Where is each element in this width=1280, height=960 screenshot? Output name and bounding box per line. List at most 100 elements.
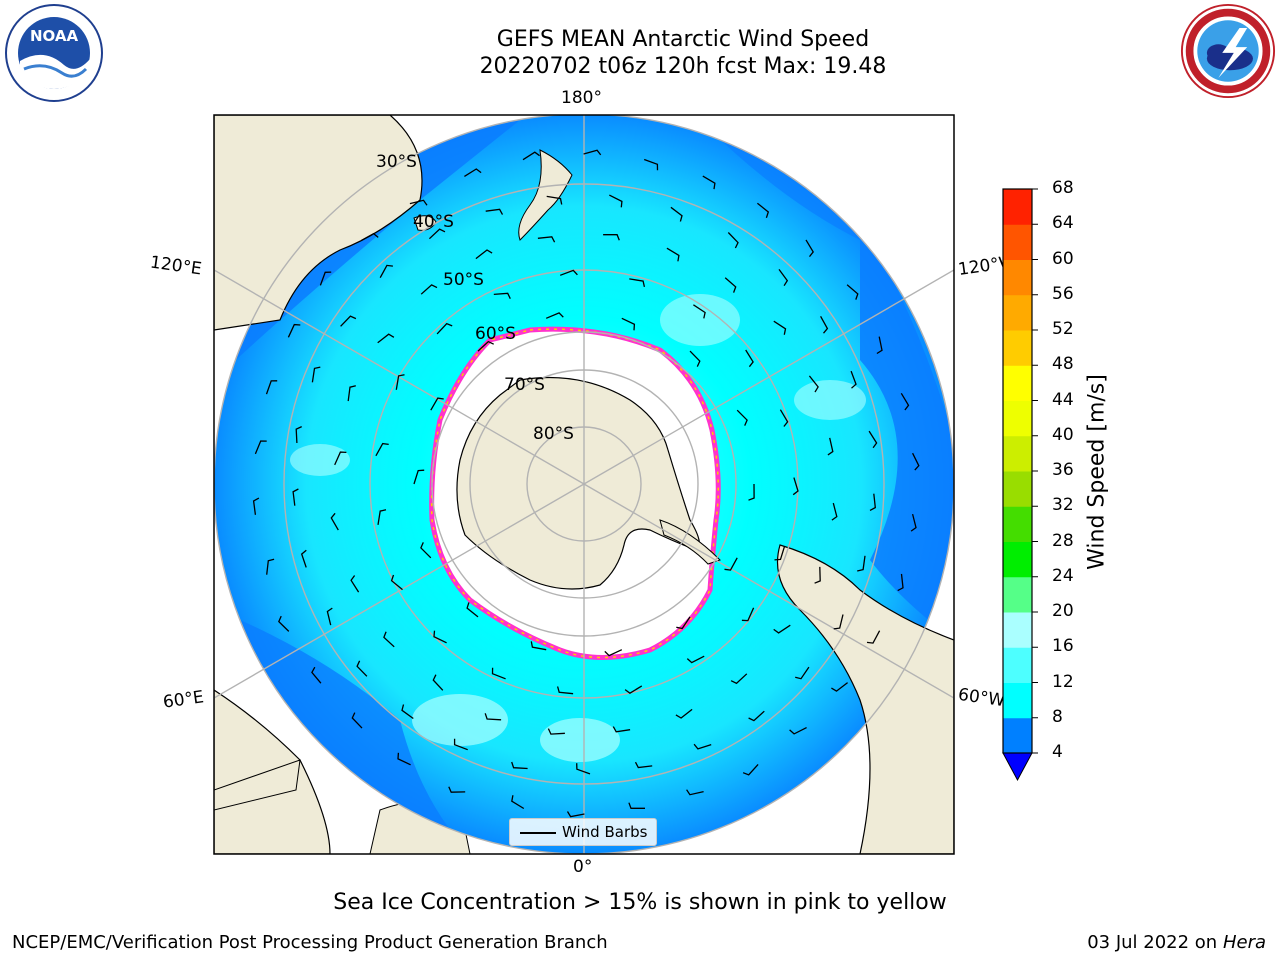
- colorbar: [1002, 188, 1038, 782]
- wind-barb: [827, 437, 834, 456]
- graticule: [214, 115, 954, 854]
- colorbar-cell: [1003, 541, 1032, 578]
- wind-barb: [612, 726, 631, 733]
- wind-barb: [603, 234, 620, 241]
- antarctica-land: [456, 376, 700, 590]
- noaa-logo-text: NOAA: [30, 27, 79, 45]
- wind-barb: [621, 317, 636, 331]
- wind-barb: [675, 708, 693, 719]
- wind-barb: [670, 206, 683, 222]
- legend-label: Wind Barbs: [562, 823, 648, 841]
- wind-barb: [609, 194, 623, 208]
- wind-barb: [300, 549, 307, 568]
- credit-date-text: 03 Jul 2022 on: [1087, 932, 1223, 953]
- wind-barb: [702, 175, 716, 190]
- wind-barb: [756, 202, 770, 219]
- colorbar-tick-label: 16: [1052, 636, 1074, 657]
- wind-barb: [522, 151, 540, 161]
- credit-host: Hera: [1222, 932, 1266, 953]
- nws-logo-icon: [1180, 3, 1276, 99]
- wind-barb: [546, 195, 563, 205]
- wind-barb: [666, 247, 680, 262]
- wind-barb: [485, 208, 504, 215]
- wind-barb: [401, 704, 414, 720]
- wind-barb: [643, 158, 659, 171]
- wind-barb: [430, 397, 444, 411]
- wind-barb: [583, 149, 602, 156]
- wind-barb: [356, 660, 368, 677]
- colorbar-tick-label: 24: [1052, 565, 1074, 586]
- colorbar-cell: [1003, 717, 1032, 754]
- lat-label-30s: 30°S: [376, 152, 417, 172]
- wind-barb: [686, 789, 704, 796]
- colorbar-cell: [1003, 435, 1032, 472]
- wind-barb: [857, 555, 866, 572]
- colorbar-tick-label: 8: [1052, 706, 1063, 727]
- wind-barb: [311, 366, 321, 383]
- credit-date: 03 Jul 2022 on Hera: [1087, 932, 1266, 953]
- colorbar-cell: [1003, 294, 1032, 331]
- wind-barb: [676, 616, 691, 630]
- colorbar-cell: [1003, 506, 1032, 542]
- wind-barb: [629, 278, 646, 288]
- wind-barb: [792, 477, 799, 496]
- wind-barb: [789, 727, 807, 735]
- colorbar-tick-label: 60: [1052, 248, 1074, 269]
- wind-barb: [774, 545, 786, 561]
- colorbar-cell: [1003, 647, 1032, 683]
- wind-barb: [742, 763, 759, 776]
- lon-label-0: 0°: [573, 857, 593, 877]
- wind-barb: [634, 761, 653, 769]
- wind-barb: [820, 315, 829, 334]
- noaa-logo-icon: NOAA: [5, 4, 103, 102]
- sea-ice-footnote: Sea Ice Concentration > 15% is shown in …: [333, 890, 947, 915]
- colorbar-cell: [1003, 189, 1032, 225]
- colorbar-cell: [1003, 576, 1032, 613]
- wind-barb: [808, 375, 819, 393]
- wind-barb: [383, 631, 395, 648]
- wind-barb: [265, 380, 278, 395]
- colorbar-tick-label: 64: [1052, 213, 1074, 234]
- wind-barb: [464, 168, 482, 177]
- wind-barb: [745, 349, 754, 368]
- wind-barb: [876, 336, 883, 355]
- colorbar-tick-label: 4: [1052, 742, 1063, 762]
- wind-barb: [831, 682, 848, 692]
- wind-barb: [395, 374, 405, 390]
- wind-barb: [409, 199, 428, 206]
- wind-barb: [375, 442, 389, 457]
- lat-label-60s: 60°S: [475, 324, 516, 344]
- colorbar-tick-label: 68: [1052, 178, 1074, 198]
- wind-barb: [566, 811, 585, 818]
- colorbar-cell: [1003, 471, 1032, 507]
- wind-barb: [727, 232, 739, 249]
- colorbar-tick-label: 32: [1052, 495, 1074, 516]
- wind-barb: [397, 752, 411, 766]
- wind-barb: [795, 666, 810, 680]
- wind-barb: [545, 312, 564, 319]
- meridian-60e-120w: [214, 269, 954, 699]
- wind-barb: [576, 763, 591, 775]
- wind-barb: [897, 573, 904, 592]
- wind-barb: [254, 440, 267, 455]
- wind-barb: [295, 426, 302, 444]
- colorbar-cell: [1003, 259, 1032, 296]
- wind-barb: [724, 557, 738, 571]
- map-subtitle: 20220702 t06z 120h fcst Max: 19.48: [479, 54, 887, 79]
- colorbar-tick-label: 52: [1052, 319, 1074, 339]
- wind-barb: [748, 483, 755, 501]
- wind-barb: [361, 232, 379, 241]
- wind-barb: [686, 655, 705, 664]
- wind-barb: [420, 284, 438, 295]
- wind-barb: [377, 333, 395, 344]
- wind-barb: [778, 269, 789, 287]
- wind-barb: [448, 786, 466, 793]
- wind-barb: [319, 271, 332, 286]
- wind-barb: [748, 710, 765, 722]
- wind-barb: [628, 802, 645, 809]
- wind-barb: [347, 385, 356, 402]
- wind-barb: [833, 614, 844, 630]
- wind-barb-legend-line: [520, 832, 556, 834]
- wind-barb: [287, 323, 301, 338]
- wind-barb: [330, 512, 339, 531]
